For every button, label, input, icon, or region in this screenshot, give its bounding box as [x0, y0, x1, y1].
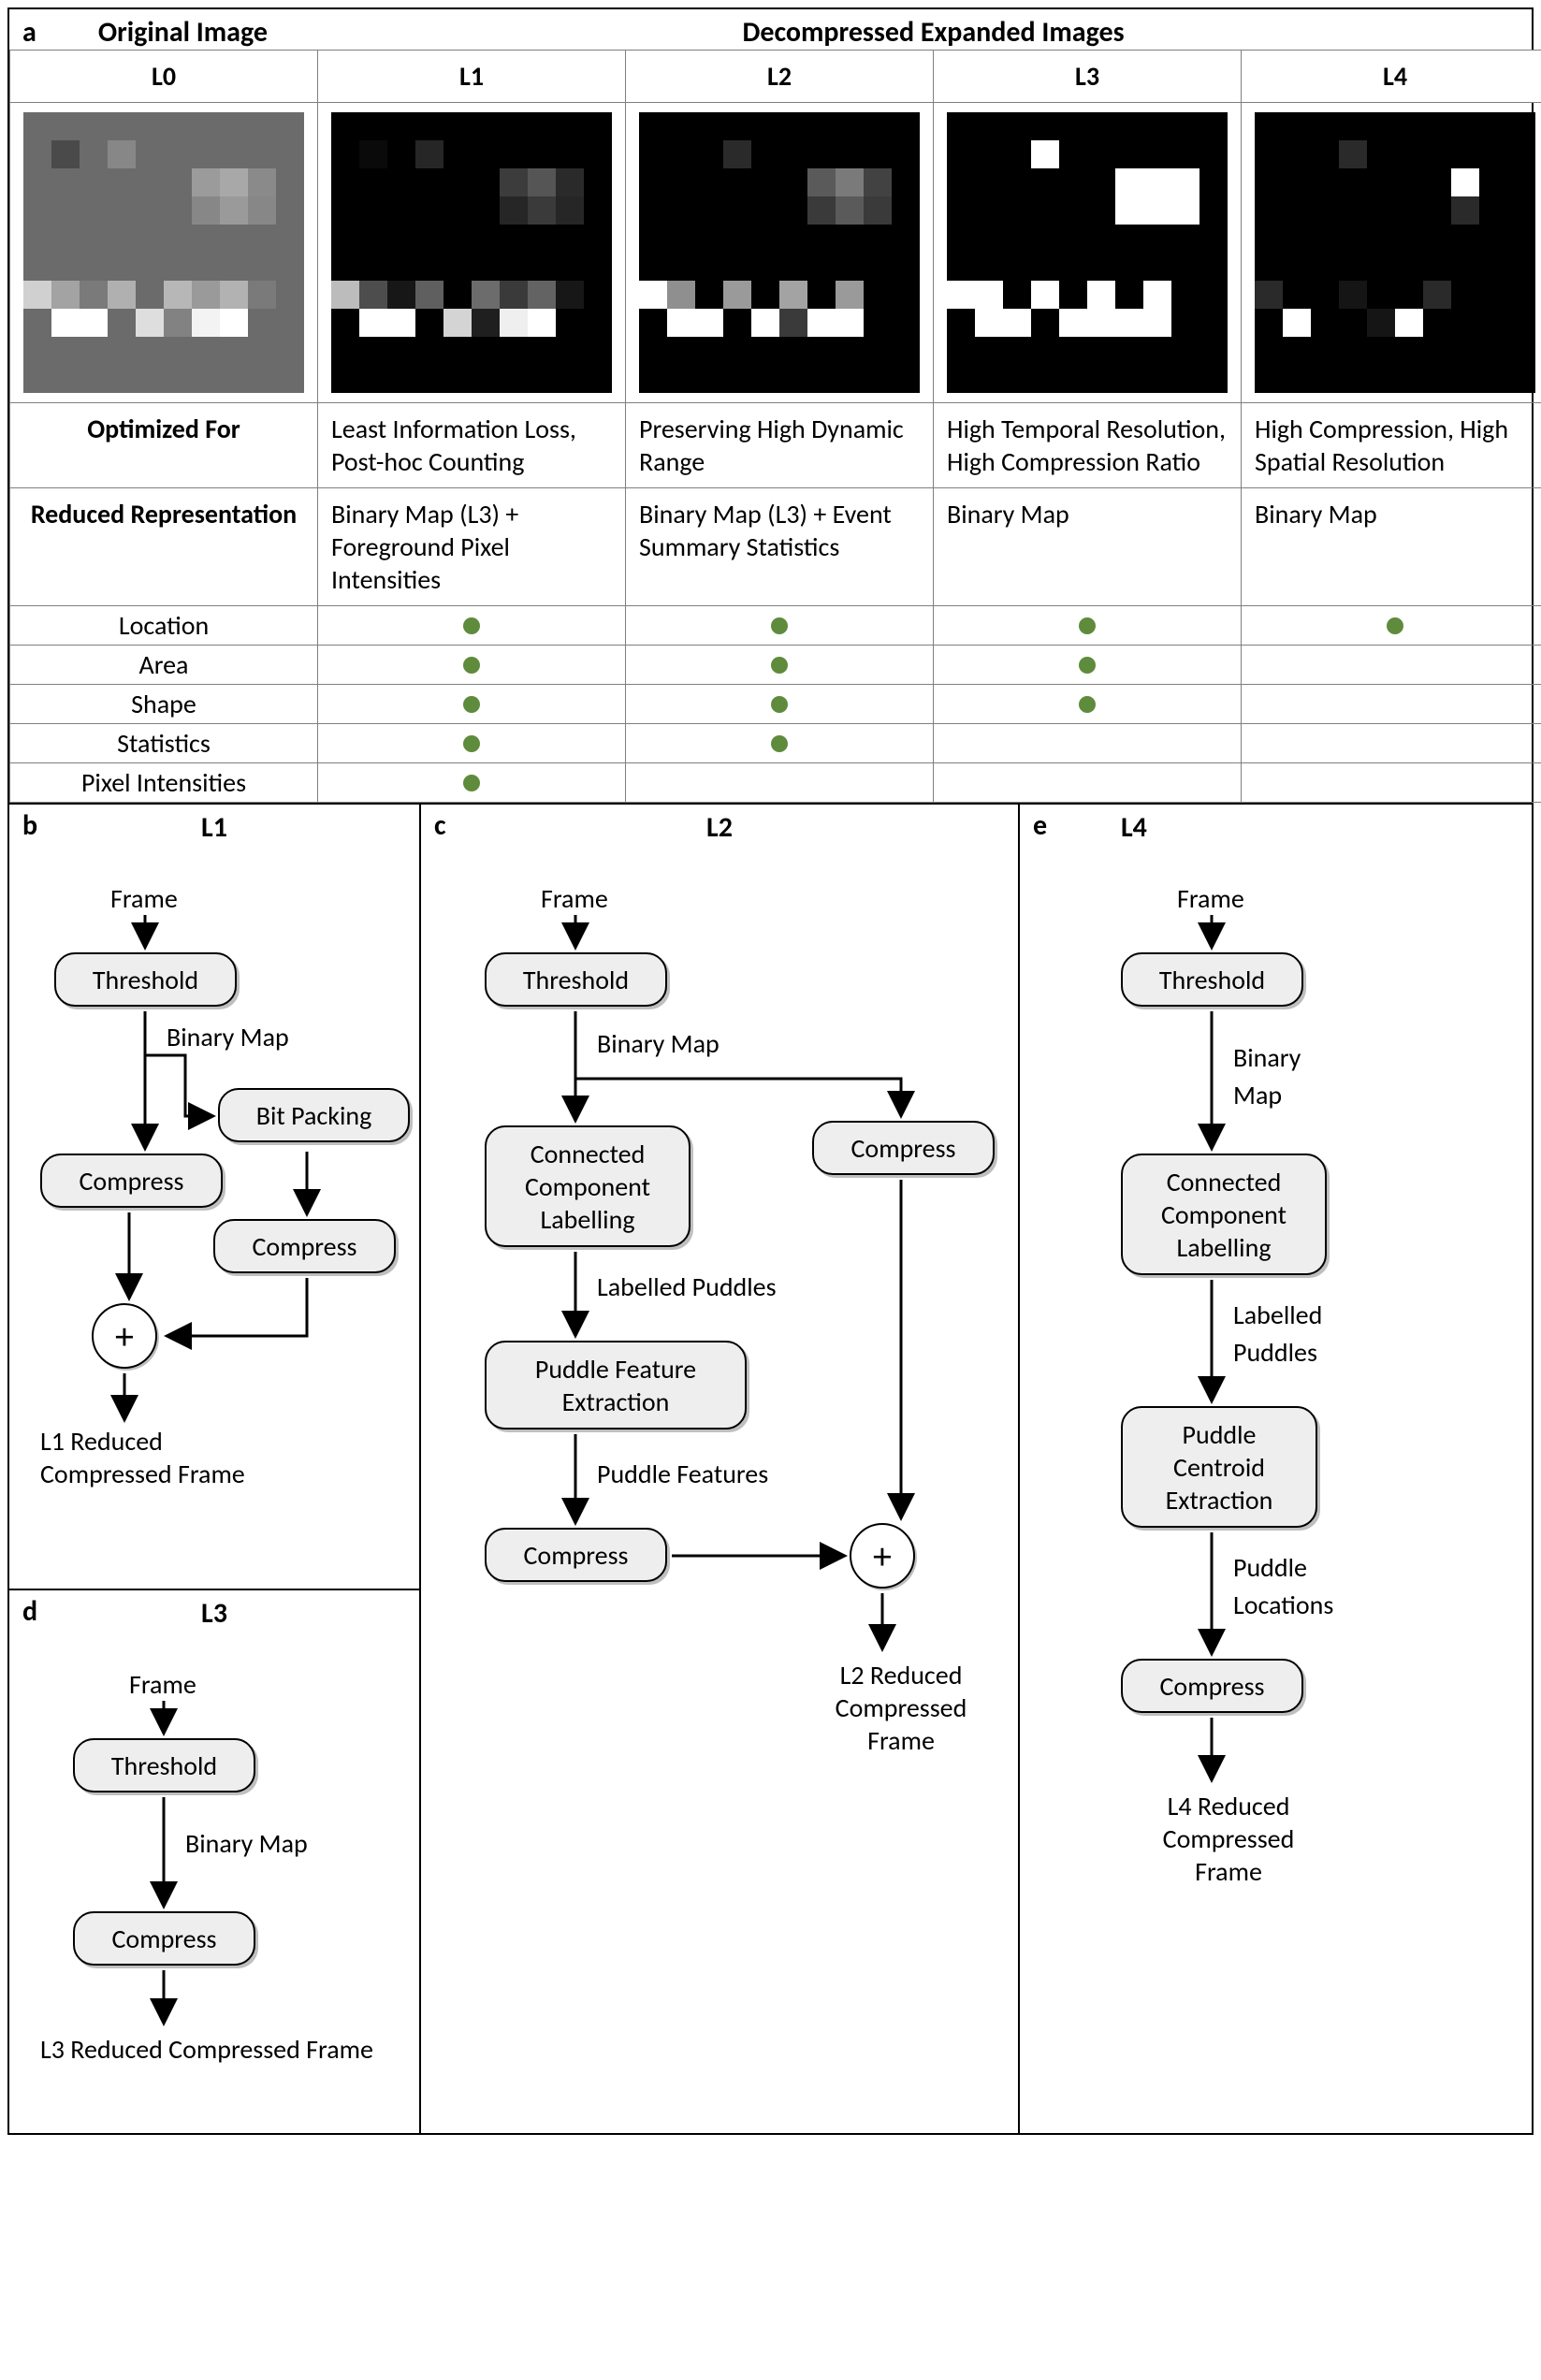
panel-e-title: L4 — [1037, 810, 1515, 845]
c-frame: Frame — [541, 882, 608, 915]
panel-b: b L1 Frame Threshold — [9, 805, 419, 1590]
dot-icon — [1387, 617, 1403, 634]
dot-icon — [463, 775, 480, 791]
table-header-row: L0 L1 L2 L3 L4 — [10, 51, 1541, 103]
panel-c-label: c — [434, 808, 446, 843]
panel-c: c L2 Frame Threshold — [421, 805, 1020, 2133]
d-binmap: Binary Map — [185, 1827, 308, 1860]
arrows-e — [1037, 845, 1523, 1930]
e-locs2: Locations — [1233, 1589, 1333, 1621]
dot-icon — [463, 696, 480, 713]
flowchart-panels: b L1 Frame Threshold — [9, 805, 1532, 2133]
panel-a: a Original Image Decompressed Expanded I… — [9, 9, 1532, 805]
c-threshold: Threshold — [485, 952, 667, 1007]
c-comp-l: Compress — [485, 1528, 667, 1582]
e-ccl: Connected Component Labelling — [1121, 1154, 1327, 1275]
image-row — [10, 103, 1541, 403]
panel-d-title: L3 — [26, 1596, 402, 1631]
grid-L3 — [947, 112, 1228, 393]
b-compress2: Compress — [213, 1219, 396, 1273]
feature-row: Location — [10, 606, 1541, 646]
b-compress1: Compress — [40, 1154, 223, 1208]
column-b-d: b L1 Frame Threshold — [9, 805, 421, 2133]
dot-icon — [463, 657, 480, 674]
decompressed-header: Decompressed Expanded Images — [335, 9, 1532, 50]
d-output: L3 Reduced Compressed Frame — [40, 2033, 414, 2066]
dot-icon — [771, 696, 788, 713]
panel-d: d L3 Frame Threshold Binary Map Compress… — [9, 1590, 419, 2133]
c-features: Puddle Features — [597, 1458, 768, 1490]
e-binmap1: Binary — [1233, 1041, 1301, 1074]
original-image-header: Original Image — [50, 9, 335, 50]
col-L4: L4 — [1242, 51, 1541, 103]
opt-L4: High Compression, High Spatial Resolutio… — [1242, 403, 1541, 488]
d-compress: Compress — [73, 1911, 255, 1966]
c-plus: + — [850, 1523, 915, 1589]
dot-icon — [771, 657, 788, 674]
e-frame: Frame — [1177, 882, 1244, 915]
b-threshold: Threshold — [54, 952, 237, 1007]
rep-L3: Binary Map — [934, 488, 1242, 606]
e-labelled2: Puddles — [1233, 1336, 1317, 1369]
reduced-rep-row: Reduced Representation Binary Map (L3) +… — [10, 488, 1541, 606]
rep-L4: Binary Map — [1242, 488, 1541, 606]
panel-e-label: e — [1033, 808, 1047, 843]
b-output: L1 Reduced Compressed Frame — [40, 1425, 255, 1490]
optimized-for-label: Optimized For — [10, 403, 318, 488]
feature-row: Statistics — [10, 724, 1541, 763]
feature-row: Pixel Intensities — [10, 763, 1541, 803]
panel-a-label: a — [9, 9, 50, 50]
col-L1: L1 — [318, 51, 626, 103]
b-binmap: Binary Map — [167, 1021, 289, 1053]
d-threshold: Threshold — [73, 1738, 255, 1792]
rep-L1: Binary Map (L3) + Foreground Pixel Inten… — [318, 488, 626, 606]
panel-b-title: L1 — [26, 810, 402, 845]
c-output: L2 Reduced Compressed Frame — [807, 1659, 995, 1757]
rep-L2: Binary Map (L3) + Event Summary Statisti… — [626, 488, 934, 606]
dot-icon — [1079, 617, 1096, 634]
dot-icon — [463, 735, 480, 752]
d-frame: Frame — [129, 1668, 196, 1701]
comparison-table: L0 L1 L2 L3 L4 Optimized For Least Infor… — [9, 50, 1541, 803]
e-threshold: Threshold — [1121, 952, 1303, 1007]
c-pfe: Puddle Feature Extraction — [485, 1341, 747, 1429]
e-locs1: Puddle — [1233, 1551, 1307, 1584]
panel-e: e L4 Frame Threshold Binary Map Connecte… — [1020, 805, 1532, 2133]
e-compress: Compress — [1121, 1659, 1303, 1713]
e-pce: Puddle Centroid Extraction — [1121, 1406, 1317, 1528]
b-bitpack: Bit Packing — [218, 1088, 410, 1142]
col-L3: L3 — [934, 51, 1242, 103]
e-labelled1: Labelled — [1233, 1299, 1322, 1331]
col-L2: L2 — [626, 51, 934, 103]
figure: a Original Image Decompressed Expanded I… — [7, 7, 1534, 2135]
col-L0: L0 — [10, 51, 318, 103]
optimized-for-row: Optimized For Least Information Loss, Po… — [10, 403, 1541, 488]
dot-icon — [1079, 696, 1096, 713]
b-plus: + — [92, 1303, 157, 1369]
feature-row: Shape — [10, 685, 1541, 724]
b-frame: Frame — [110, 882, 178, 915]
c-comp-r: Compress — [812, 1121, 995, 1175]
grid-L4 — [1255, 112, 1535, 393]
grid-L2 — [639, 112, 920, 393]
panel-c-title: L2 — [438, 810, 1001, 845]
feature-row: Area — [10, 646, 1541, 685]
opt-L1: Least Information Loss, Post-hoc Countin… — [318, 403, 626, 488]
c-binmap: Binary Map — [597, 1027, 720, 1060]
dot-icon — [463, 617, 480, 634]
reduced-rep-label: Reduced Representation — [10, 488, 318, 606]
grid-L0 — [23, 112, 304, 393]
opt-L2: Preserving High Dynamic Range — [626, 403, 934, 488]
dot-icon — [1079, 657, 1096, 674]
panel-b-label: b — [22, 808, 37, 843]
panel-d-label: d — [22, 1594, 37, 1629]
dot-icon — [771, 735, 788, 752]
c-ccl: Connected Component Labelling — [485, 1125, 691, 1247]
dot-icon — [771, 617, 788, 634]
grid-L1 — [331, 112, 612, 393]
e-binmap2: Map — [1233, 1079, 1282, 1111]
c-labelled: Labelled Puddles — [597, 1270, 777, 1303]
opt-L3: High Temporal Resolution, High Compressi… — [934, 403, 1242, 488]
e-output: L4 Reduced Compressed Frame — [1135, 1790, 1322, 1888]
